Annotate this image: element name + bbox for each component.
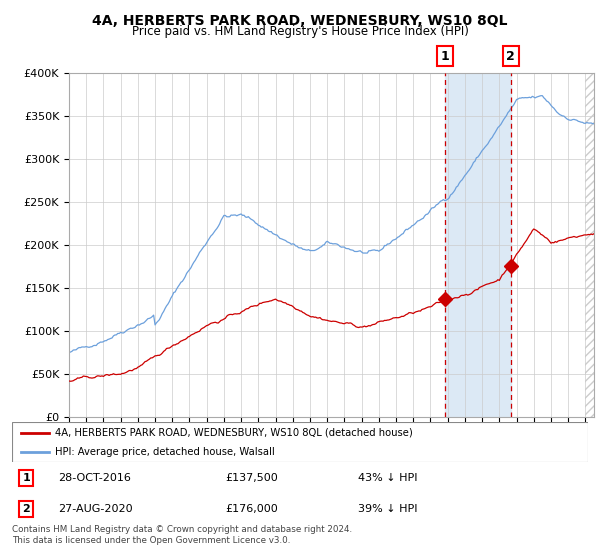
Text: £176,000: £176,000	[225, 504, 278, 514]
Text: 27-AUG-2020: 27-AUG-2020	[58, 504, 133, 514]
Text: 20: 20	[494, 431, 505, 444]
Text: 20: 20	[546, 445, 556, 457]
Text: 05: 05	[236, 431, 246, 444]
Text: 20: 20	[563, 445, 573, 457]
Text: 20: 20	[271, 445, 281, 457]
Text: HPI: Average price, detached house, Walsall: HPI: Average price, detached house, Wals…	[55, 447, 275, 457]
Text: 20: 20	[425, 445, 436, 457]
Text: 19: 19	[64, 445, 74, 457]
Text: 00: 00	[150, 431, 160, 443]
Text: 03: 03	[202, 431, 212, 443]
Text: 20: 20	[340, 445, 349, 457]
Text: 20: 20	[253, 445, 263, 457]
Text: 20: 20	[184, 445, 194, 457]
Bar	[586, 73, 594, 417]
Text: 20: 20	[580, 445, 590, 457]
Text: 15: 15	[408, 431, 418, 444]
Bar	[586, 73, 594, 417]
Text: 98: 98	[116, 431, 125, 443]
Text: 20: 20	[167, 445, 177, 457]
Text: 20: 20	[202, 445, 212, 457]
Text: 20: 20	[236, 445, 246, 457]
Text: 21: 21	[512, 431, 521, 444]
Text: 4A, HERBERTS PARK ROAD, WEDNESBURY, WS10 8QL (detached house): 4A, HERBERTS PARK ROAD, WEDNESBURY, WS10…	[55, 428, 413, 438]
Text: 19: 19	[477, 431, 487, 443]
Text: 2: 2	[506, 49, 515, 63]
Text: 20: 20	[460, 445, 470, 457]
Text: 07: 07	[271, 431, 281, 444]
Text: 20: 20	[219, 445, 229, 457]
Text: 28-OCT-2016: 28-OCT-2016	[58, 473, 131, 483]
Text: 01: 01	[167, 431, 177, 443]
Text: 13: 13	[374, 431, 384, 443]
Text: 20: 20	[443, 445, 452, 457]
Text: 20: 20	[477, 445, 487, 457]
Text: 12: 12	[356, 431, 367, 444]
Text: 20: 20	[529, 445, 539, 457]
Text: 25: 25	[580, 431, 590, 444]
Text: £137,500: £137,500	[225, 473, 278, 483]
Text: 2: 2	[23, 504, 30, 514]
Text: 20: 20	[356, 445, 367, 457]
Text: 95: 95	[64, 431, 74, 444]
Text: 04: 04	[219, 431, 229, 443]
Text: 19: 19	[98, 445, 109, 457]
Text: 24: 24	[563, 431, 573, 444]
Text: 43% ↓ HPI: 43% ↓ HPI	[358, 473, 417, 483]
Text: 08: 08	[288, 431, 298, 443]
Text: 14: 14	[391, 431, 401, 443]
Text: 20: 20	[494, 445, 505, 457]
FancyBboxPatch shape	[12, 422, 588, 462]
Text: 06: 06	[253, 431, 263, 443]
Text: Price paid vs. HM Land Registry's House Price Index (HPI): Price paid vs. HM Land Registry's House …	[131, 25, 469, 38]
Text: 1: 1	[23, 473, 30, 483]
Text: 09: 09	[305, 431, 315, 443]
Text: 20: 20	[374, 445, 384, 457]
Text: 20: 20	[150, 445, 160, 457]
Text: 99: 99	[133, 431, 143, 443]
Text: 1: 1	[440, 49, 449, 63]
Text: 97: 97	[98, 431, 109, 444]
Bar	[445, 73, 511, 417]
Text: 4A, HERBERTS PARK ROAD, WEDNESBURY, WS10 8QL: 4A, HERBERTS PARK ROAD, WEDNESBURY, WS10…	[92, 14, 508, 28]
Text: 11: 11	[340, 431, 349, 443]
Text: 20: 20	[288, 445, 298, 457]
Text: 20: 20	[512, 445, 521, 457]
Text: 19: 19	[133, 445, 143, 457]
Text: 02: 02	[184, 431, 194, 444]
Text: 39% ↓ HPI: 39% ↓ HPI	[358, 504, 417, 514]
Text: 20: 20	[391, 445, 401, 457]
Text: Contains HM Land Registry data © Crown copyright and database right 2024.
This d: Contains HM Land Registry data © Crown c…	[12, 525, 352, 545]
Text: 20: 20	[408, 445, 418, 457]
Text: 10: 10	[322, 431, 332, 443]
Text: 20: 20	[305, 445, 315, 457]
Text: 18: 18	[460, 431, 470, 443]
Text: 96: 96	[81, 431, 91, 443]
Text: 17: 17	[443, 431, 452, 444]
Text: 22: 22	[529, 431, 539, 444]
Text: 19: 19	[116, 445, 125, 457]
Text: 16: 16	[425, 431, 436, 443]
Text: 20: 20	[322, 445, 332, 457]
Text: 23: 23	[546, 431, 556, 444]
Text: 19: 19	[81, 445, 91, 457]
